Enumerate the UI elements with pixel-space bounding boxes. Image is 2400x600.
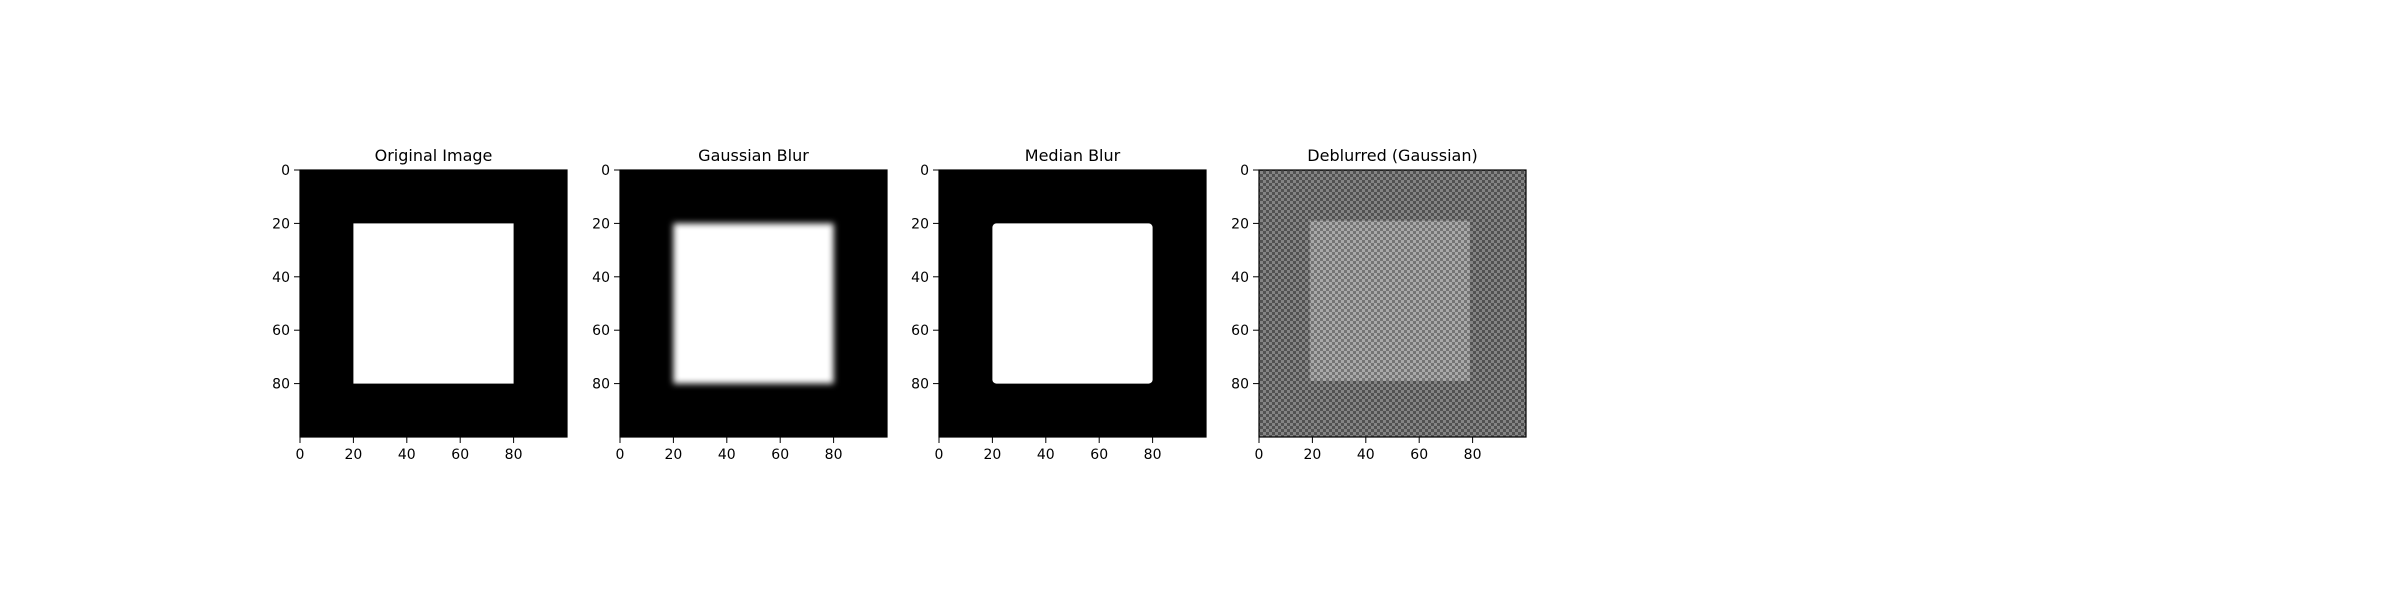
y-tick-label: 40 [592,270,610,286]
y-tick-label: 80 [592,377,610,393]
panel-title: Original Image [375,146,493,165]
y-tick-label: 20 [911,216,929,232]
x-tick-label: 60 [1090,447,1108,463]
panel-original-image: Original Image 0 20 40 60 80 0 20 40 60 80 [272,146,568,463]
x-tick-label: 20 [983,447,1001,463]
axes-frame [619,169,888,438]
y-tick-label: 40 [1231,270,1249,286]
image-gaussian-blur [620,170,887,437]
axes-frame [1258,169,1527,438]
x-tick-label: 40 [1037,447,1055,463]
x-tick-label: 0 [1255,447,1264,463]
x-tick-label: 20 [1303,447,1321,463]
image-original-image [300,170,567,437]
x-tick-label: 20 [344,447,362,463]
panel-deblurred-gaussian: Deblurred (Gaussian) 0 20 40 60 80 0 20 40 60 80 [1231,146,1527,463]
square-region [673,223,834,384]
square-ringing-texture [1309,220,1470,381]
x-tick-label: 80 [1144,447,1162,463]
y-tick-label: 20 [1231,216,1249,232]
y-tick-label: 60 [592,323,610,339]
x-tick-label: 0 [935,447,944,463]
image-deblurred-gaussian [1259,170,1526,437]
y-tick-label: 40 [272,270,290,286]
x-tick-label: 80 [505,447,523,463]
y-tick-label: 80 [1231,377,1249,393]
x-tick-label: 80 [1464,447,1482,463]
x-tick-label: 40 [1357,447,1375,463]
axes-frame [938,169,1207,438]
y-tick-label: 60 [911,323,929,339]
y-tick-label: 0 [601,163,610,179]
x-tick-label: 60 [451,447,469,463]
y-tick-label: 60 [1231,323,1249,339]
x-tick-label: 60 [1410,447,1428,463]
x-tick-label: 60 [771,447,789,463]
y-tick-label: 80 [911,377,929,393]
y-tick-label: 20 [592,216,610,232]
panel-title: Gaussian Blur [698,146,809,165]
y-tick-label: 0 [281,163,290,179]
x-tick-label: 0 [296,447,305,463]
square-region [353,223,514,384]
panel-title: Median Blur [1025,146,1121,165]
x-tick-label: 40 [398,447,416,463]
y-tick-label: 80 [272,377,290,393]
panel-median-blur: Median Blur 0 20 40 60 80 0 20 40 60 80 [911,146,1207,463]
panel-gaussian-blur: Gaussian Blur 0 20 40 60 80 0 20 40 60 80 [592,146,888,463]
x-tick-label: 20 [664,447,682,463]
panel-title: Deblurred (Gaussian) [1307,146,1477,165]
y-tick-label: 20 [272,216,290,232]
x-tick-label: 40 [718,447,736,463]
square-region [992,223,1153,384]
x-tick-label: 0 [616,447,625,463]
x-tick-label: 80 [825,447,843,463]
y-tick-label: 0 [920,163,929,179]
y-tick-label: 60 [272,323,290,339]
image-median-blur [939,170,1206,437]
y-tick-label: 0 [1240,163,1249,179]
y-tick-label: 40 [911,270,929,286]
axes-frame [299,169,568,438]
